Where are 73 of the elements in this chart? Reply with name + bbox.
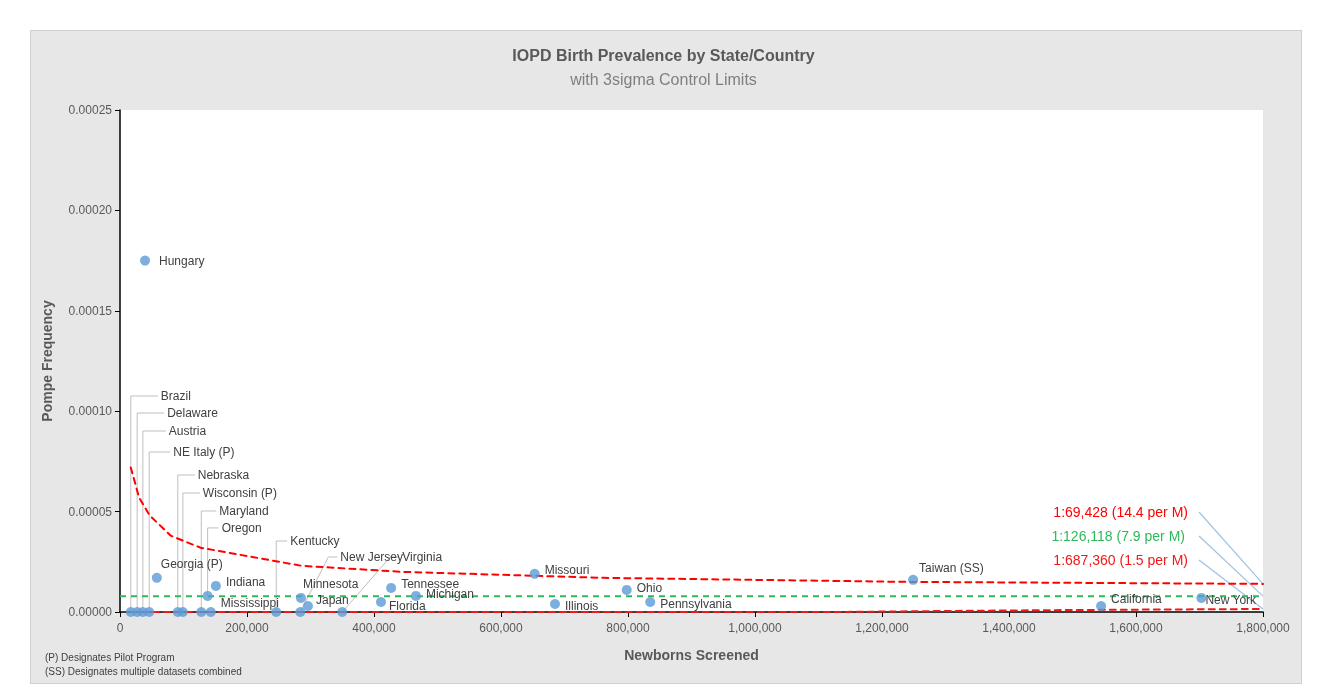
y-tick-label: 0.00015 <box>68 303 113 318</box>
x-tick-label: 200,000 <box>225 621 270 635</box>
x-tick-label: 0 <box>116 621 124 635</box>
text: 1:687,360 (1.5 per M) <box>1053 552 1188 568</box>
annotation: Kentucky <box>290 534 340 548</box>
x-tick-label: 1,200,000 <box>855 621 910 635</box>
y-tick-label: 0.00010 <box>68 404 113 419</box>
point <box>140 255 151 266</box>
annotation: Missouri <box>544 562 590 577</box>
point <box>529 568 540 579</box>
annotation: NE Italy (P) <box>173 445 235 459</box>
annotation: Virginia <box>402 550 443 564</box>
x-tick-label: 1,800,000 <box>1236 621 1291 635</box>
annotation: Wisconsin (P) <box>202 486 277 500</box>
text: (P) Designates Pilot Program <box>45 651 175 663</box>
annotation: Pennsylvania <box>660 596 732 611</box>
annotation: Maryland <box>219 504 269 518</box>
annotation: Indiana <box>225 574 266 589</box>
point <box>337 607 348 617</box>
annotation: Florida <box>388 598 426 613</box>
chart-title: IOPD Birth Prevalence by State/Country <box>512 46 815 64</box>
point <box>386 582 397 593</box>
ref-line-label: 1:126,118 (7.9 per M) <box>1051 528 1185 544</box>
annotation: Ohio <box>636 580 663 595</box>
annotation: Taiwan (SS) <box>919 560 984 575</box>
point <box>621 584 632 595</box>
annotation: Minnesota <box>302 576 359 591</box>
chart-subtitle: with 3sigma Control Limits <box>569 70 757 88</box>
y-tick-label: 0.00020 <box>68 203 113 218</box>
point <box>177 607 188 617</box>
annotation: Brazil <box>160 389 191 403</box>
y-tick-label: 0.00005 <box>68 504 113 519</box>
point <box>302 600 313 611</box>
point <box>1096 600 1107 611</box>
point <box>645 596 656 607</box>
annotation: Japan <box>315 592 349 607</box>
point <box>202 590 213 601</box>
point <box>151 572 162 583</box>
x-axis-title: Newborns Screened <box>624 647 759 663</box>
x-tick-label: 400,000 <box>352 621 397 635</box>
x-tick-label: 1,400,000 <box>982 621 1037 635</box>
point <box>205 607 216 617</box>
point <box>144 607 155 617</box>
text: 1:69,428 (14.4 per M) <box>1053 504 1188 520</box>
x-tick-label: 1,000,000 <box>728 621 783 635</box>
y-tick-label: 0.00025 <box>68 103 113 117</box>
point <box>376 596 386 607</box>
point <box>1196 592 1207 603</box>
annotation: Delaware <box>167 406 219 420</box>
annotation: Mississippi <box>220 596 279 610</box>
annotation: New York <box>1205 592 1258 607</box>
y-axis-title: Pompe Frequency <box>39 300 55 422</box>
x-tick-label: 800,000 <box>606 621 651 635</box>
point <box>549 598 560 609</box>
annotation: Tennessee <box>401 576 460 591</box>
annotation: Hungary <box>159 253 205 268</box>
point <box>410 590 421 601</box>
annotation: New Jersey <box>340 550 404 564</box>
annotation: Nebraska <box>197 468 250 482</box>
point <box>295 607 306 617</box>
annotation: Austria <box>168 424 207 438</box>
annotation: Oregon <box>221 520 262 535</box>
annotation: Illinois <box>564 598 599 613</box>
annotation: Georgia (P) <box>160 556 223 571</box>
point <box>210 580 221 591</box>
x-tick-label: 1,600,000 <box>1109 621 1164 635</box>
point <box>908 574 919 585</box>
point <box>196 607 207 617</box>
annotation: California <box>1111 591 1163 606</box>
point <box>295 592 306 603</box>
y-tick-label: 0.00000 <box>68 605 113 619</box>
text: (SS) Designates multiple datasets combined <box>45 665 242 677</box>
x-tick-label: 600,000 <box>479 621 524 635</box>
